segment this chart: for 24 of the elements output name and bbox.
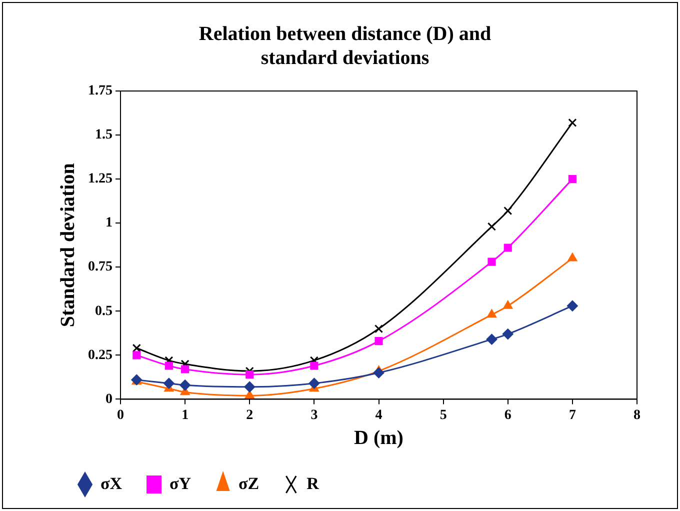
legend-label: σX — [100, 474, 123, 493]
x-tick-label: 0 — [117, 408, 124, 424]
x-tick-label: 6 — [504, 408, 512, 424]
y-tick-label: 0.5 — [95, 304, 112, 319]
y-tick-label: 1.5 — [95, 128, 112, 143]
y-tick-label: 0.25 — [88, 348, 112, 363]
legend-label: R — [306, 474, 320, 493]
y-tick-label: 0.75 — [88, 260, 112, 275]
x-tick-label: 4 — [375, 408, 382, 424]
chart-title: Relation between distance (D) and standard deviations — [198, 23, 492, 70]
legend-label: σZ — [238, 474, 260, 493]
x-tick-label: 1 — [182, 408, 189, 424]
x-tick-label: 3 — [310, 408, 318, 424]
x-axis-title: D (m) — [354, 427, 404, 450]
x-tick-label: 2 — [246, 408, 254, 424]
x-tick-label: 5 — [440, 408, 447, 424]
y-tick-label: 0 — [106, 392, 112, 407]
y-axis-title: Standard deviation — [57, 163, 80, 328]
x-tick-label: 7 — [568, 408, 576, 424]
legend-label: σY — [170, 474, 192, 493]
y-tick-label: 1.75 — [88, 84, 112, 99]
y-tick-label: 1 — [106, 216, 112, 231]
y-tick-label: 1.25 — [88, 172, 112, 187]
x-tick-label: 8 — [634, 408, 640, 424]
